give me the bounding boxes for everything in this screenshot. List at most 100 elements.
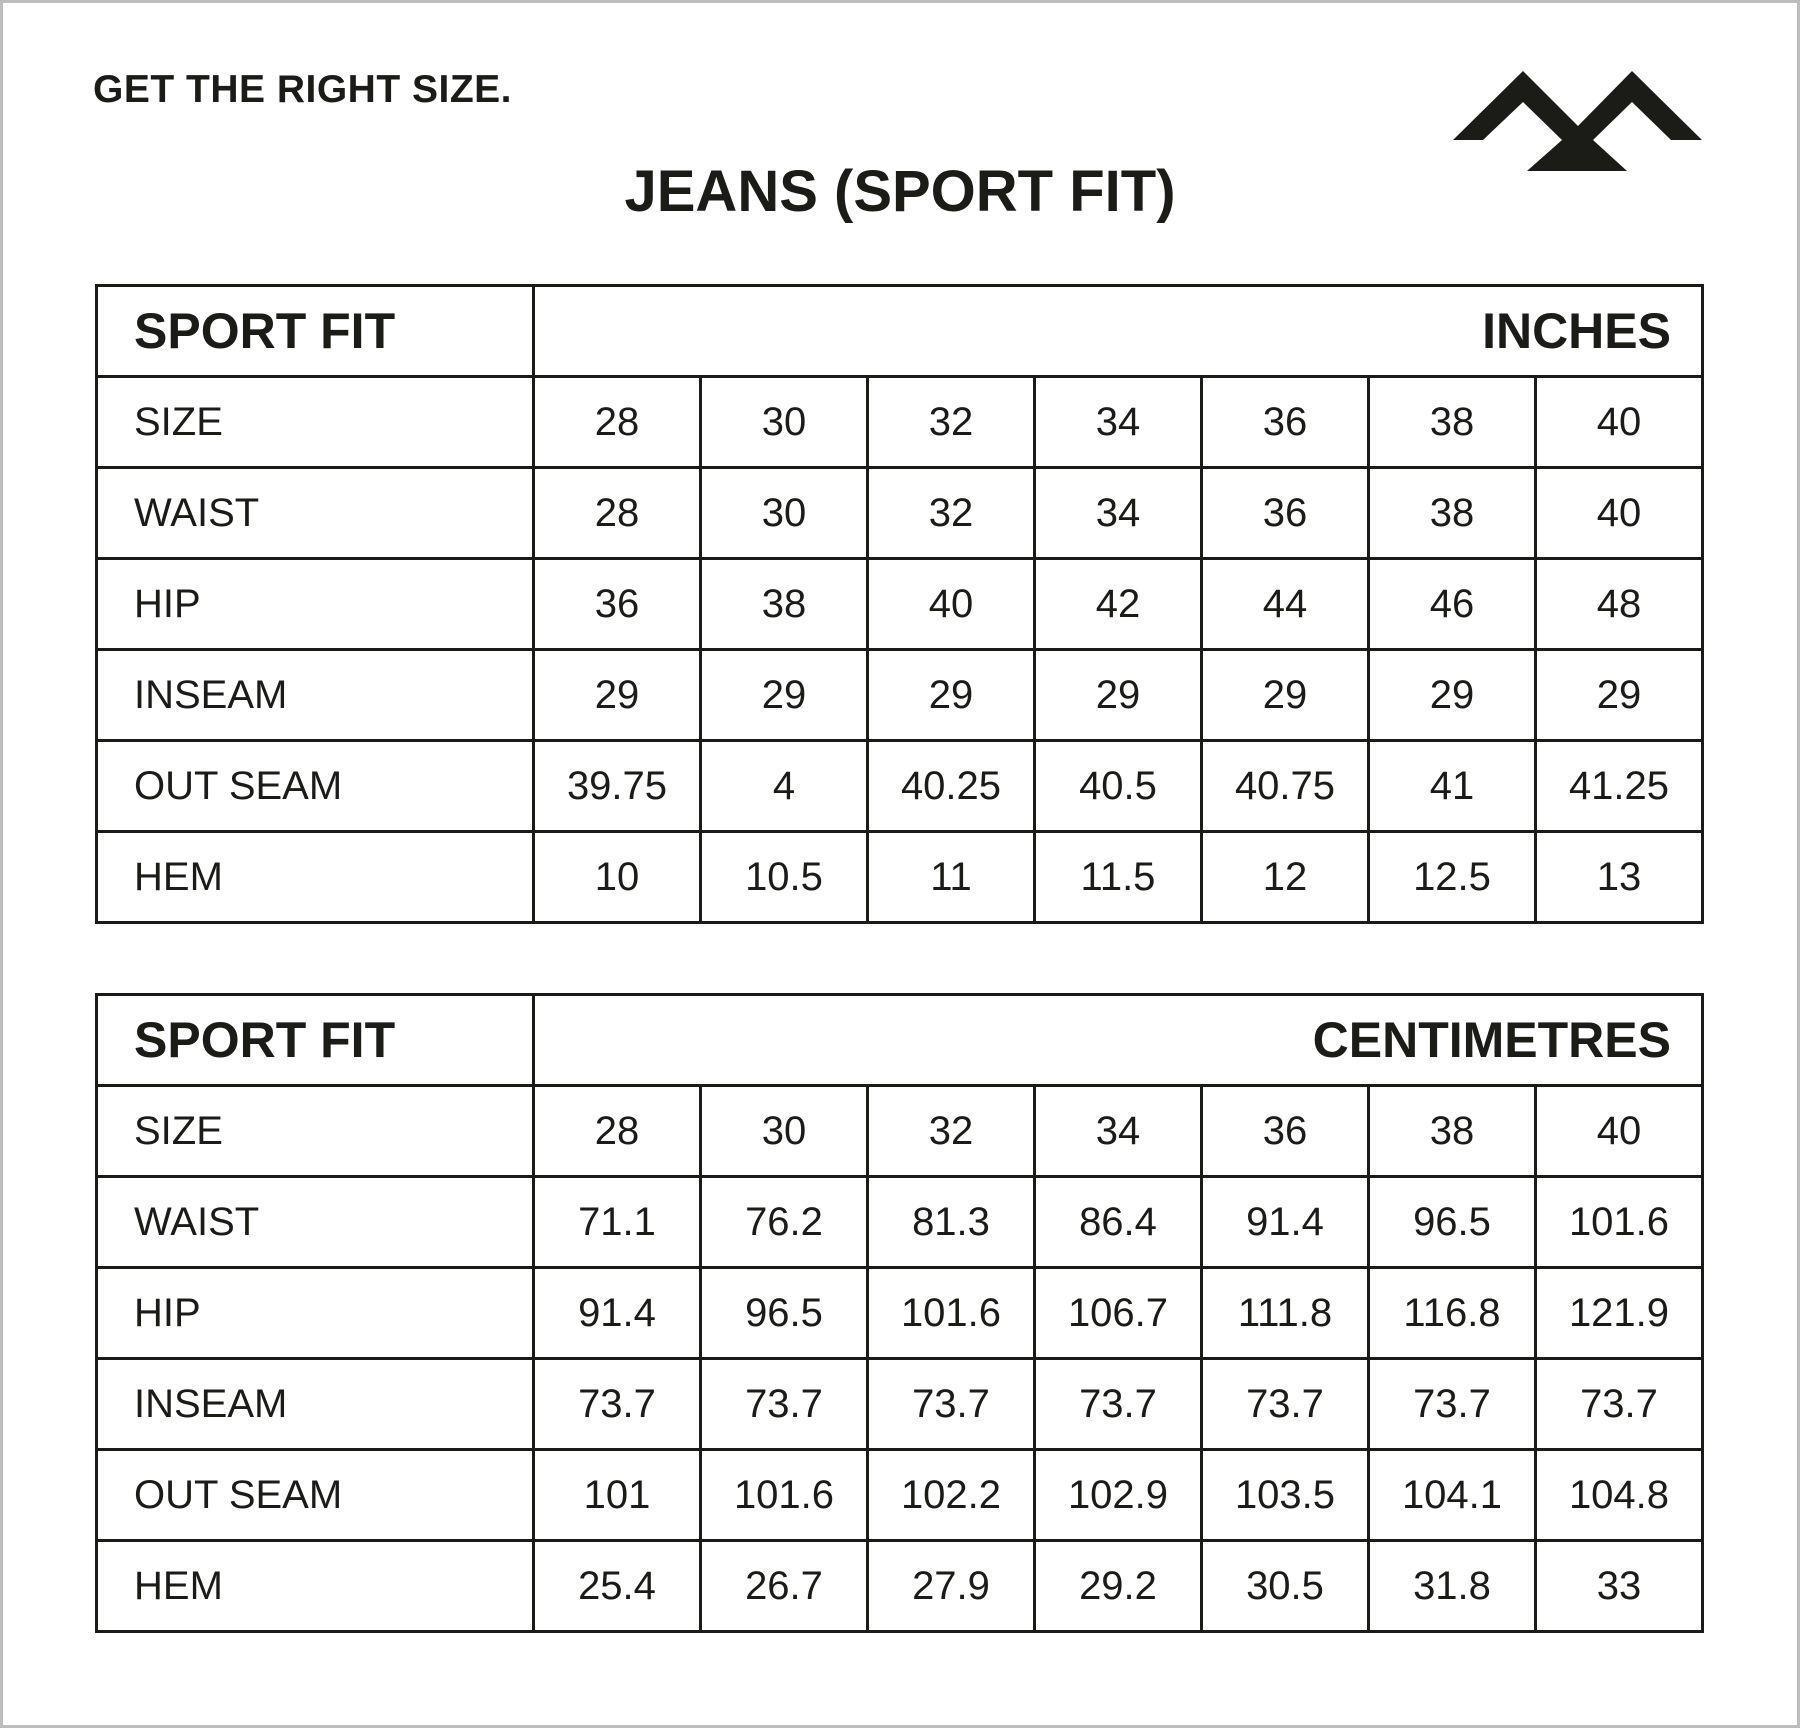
row-label: OUT SEAM [95, 739, 535, 833]
table-cell: 96.5 [1367, 1175, 1537, 1269]
table-cell: 81.3 [866, 1175, 1036, 1269]
table-cell: 91.4 [1200, 1175, 1370, 1269]
table-cell: 38 [1367, 1084, 1537, 1178]
table-cell: 73.7 [1200, 1357, 1370, 1451]
table-cell: 12 [1200, 830, 1370, 924]
table-cell: 86.4 [1033, 1175, 1203, 1269]
table-row: HIP 36 38 40 42 44 46 48 [95, 557, 1704, 651]
table-cell: 34 [1033, 1084, 1203, 1178]
table-cell: 71.1 [532, 1175, 702, 1269]
table-row: SIZE 28 30 32 34 36 38 40 [95, 1084, 1704, 1178]
table-row: WAIST 28 30 32 34 36 38 40 [95, 466, 1704, 560]
table-cell: 102.2 [866, 1448, 1036, 1542]
table-row: WAIST 71.1 76.2 81.3 86.4 91.4 96.5 101.6 [95, 1175, 1704, 1269]
size-table-centimetres: SPORT FIT CENTIMETRES SIZE 28 30 32 34 36 38 40 W… [95, 993, 1704, 1633]
table-cell: 29.2 [1033, 1539, 1203, 1633]
table-cell: 28 [532, 466, 702, 560]
table-row: INSEAM 73.7 73.7 73.7 73.7 73.7 73.7 73.7 [95, 1357, 1704, 1451]
table-cell: 30 [699, 375, 869, 469]
row-label: HEM [95, 1539, 535, 1633]
row-label: WAIST [95, 466, 535, 560]
table-cell: 33 [1534, 1539, 1704, 1633]
table-cell: 11.5 [1033, 830, 1203, 924]
unit-label: CENTIMETRES [532, 993, 1704, 1087]
table-cell: 101.6 [1534, 1175, 1704, 1269]
table-cell: 29 [1033, 648, 1203, 742]
table-cell: 48 [1534, 557, 1704, 651]
fit-label: SPORT FIT [95, 284, 535, 378]
table-cell: 29 [1200, 648, 1370, 742]
table-cell: 44 [1200, 557, 1370, 651]
table-cell: 104.8 [1534, 1448, 1704, 1542]
table-cell: 13 [1534, 830, 1704, 924]
table-cell: 29 [1534, 648, 1704, 742]
table-cell: 42 [1033, 557, 1203, 651]
table-cell: 25.4 [532, 1539, 702, 1633]
table-cell: 96.5 [699, 1266, 869, 1360]
table-cell: 32 [866, 466, 1036, 560]
table-cell: 31.8 [1367, 1539, 1537, 1633]
table-cell: 10 [532, 830, 702, 924]
table-cell: 101.6 [699, 1448, 869, 1542]
table-cell: 38 [699, 557, 869, 651]
table-cell: 26.7 [699, 1539, 869, 1633]
table-cell: 40.25 [866, 739, 1036, 833]
table-cell: 30 [699, 466, 869, 560]
table-row: SIZE 28 30 32 34 36 38 40 [95, 375, 1704, 469]
table-cell: 73.7 [699, 1357, 869, 1451]
table-cell: 106.7 [1033, 1266, 1203, 1360]
table-cell: 101.6 [866, 1266, 1036, 1360]
table-cell: 76.2 [699, 1175, 869, 1269]
table-cell: 28 [532, 375, 702, 469]
table-cell: 73.7 [1534, 1357, 1704, 1451]
table-cell: 103.5 [1200, 1448, 1370, 1542]
table-cell: 12.5 [1367, 830, 1537, 924]
table-cell: 29 [866, 648, 1036, 742]
table-cell: 73.7 [532, 1357, 702, 1451]
table-cell: 41 [1367, 739, 1537, 833]
table-cell: 39.75 [532, 739, 702, 833]
table-cell: 73.7 [1033, 1357, 1203, 1451]
table-header-row: SPORT FIT INCHES [95, 284, 1704, 378]
table-cell: 73.7 [1367, 1357, 1537, 1451]
page-title: JEANS (SPORT FIT) [624, 159, 1176, 224]
table-cell: 27.9 [866, 1539, 1036, 1633]
table-cell: 32 [866, 375, 1036, 469]
table-cell: 34 [1033, 375, 1203, 469]
table-cell: 101 [532, 1448, 702, 1542]
row-label: WAIST [95, 1175, 535, 1269]
row-label: HEM [95, 830, 535, 924]
fit-label: SPORT FIT [95, 993, 535, 1087]
table-cell: 36 [532, 557, 702, 651]
table-header-row: SPORT FIT CENTIMETRES [95, 993, 1704, 1087]
row-label: HIP [95, 557, 535, 651]
table-cell: 34 [1033, 466, 1203, 560]
table-row: OUT SEAM 101 101.6 102.2 102.9 103.5 104.1 104.… [95, 1448, 1704, 1542]
table-cell: 32 [866, 1084, 1036, 1178]
table-cell: 38 [1367, 375, 1537, 469]
table-cell: 10.5 [699, 830, 869, 924]
table-cell: 40.75 [1200, 739, 1370, 833]
table-cell: 40 [866, 557, 1036, 651]
table-cell: 11 [866, 830, 1036, 924]
table-row: HIP 91.4 96.5 101.6 106.7 111.8 116.8 121.9 [95, 1266, 1704, 1360]
table-cell: 104.1 [1367, 1448, 1537, 1542]
row-label: INSEAM [95, 648, 535, 742]
table-cell: 40 [1534, 1084, 1704, 1178]
table-cell: 91.4 [532, 1266, 702, 1360]
table-cell: 40 [1534, 375, 1704, 469]
row-label: INSEAM [95, 1357, 535, 1451]
table-cell: 73.7 [866, 1357, 1036, 1451]
row-label: HIP [95, 1266, 535, 1360]
row-label: SIZE [95, 375, 535, 469]
table-cell: 40 [1534, 466, 1704, 560]
table-row: HEM 10 10.5 11 11.5 12 12.5 13 [95, 830, 1704, 924]
table-cell: 29 [699, 648, 869, 742]
table-cell: 111.8 [1200, 1266, 1370, 1360]
table-cell: 40.5 [1033, 739, 1203, 833]
row-label: SIZE [95, 1084, 535, 1178]
table-row: HEM 25.4 26.7 27.9 29.2 30.5 31.8 33 [95, 1539, 1704, 1633]
table-cell: 36 [1200, 375, 1370, 469]
table-cell: 38 [1367, 466, 1537, 560]
tagline: GET THE RIGHT SIZE. [93, 68, 513, 111]
